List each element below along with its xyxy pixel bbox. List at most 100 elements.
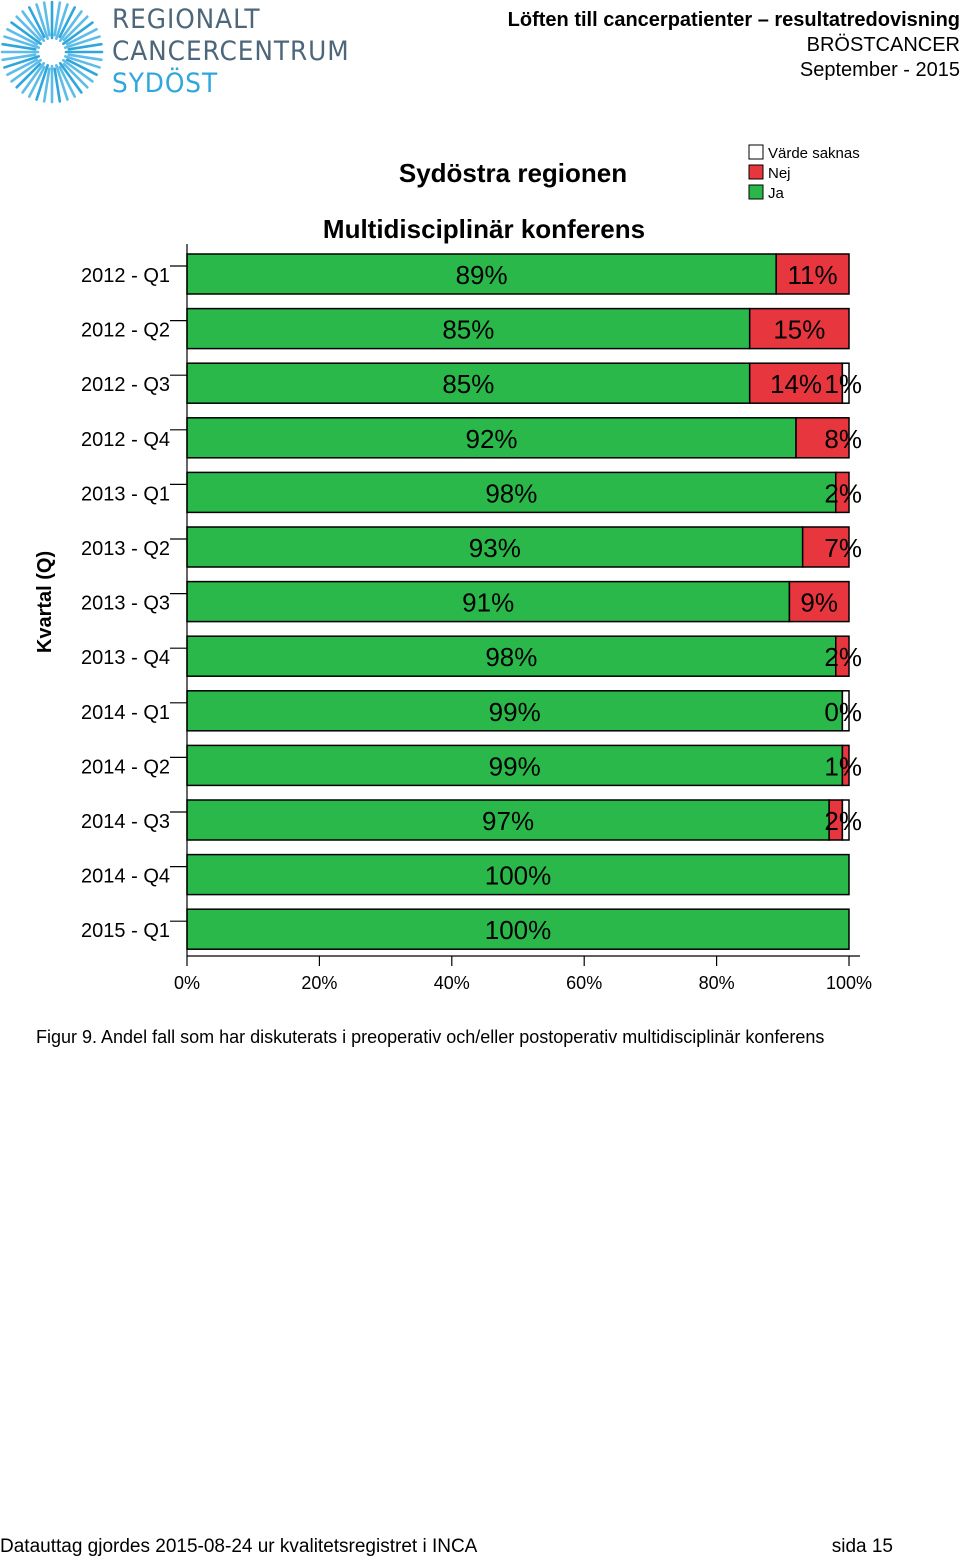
header-date: September - 2015 bbox=[799, 59, 960, 81]
x-tick-label-3: 60% bbox=[566, 973, 602, 993]
data-label-nej-4: 2% bbox=[824, 478, 862, 508]
data-label-nej-9: 1% bbox=[824, 751, 862, 781]
page-header: Löften till cancerpatienter – resultatre… bbox=[508, 8, 960, 83]
logo-ray bbox=[67, 53, 103, 62]
bar-ja-3 bbox=[186, 417, 797, 459]
bar-ja-5 bbox=[186, 526, 804, 568]
stacked-bar-chart: Sydöstra regionen Multidisciplinär konfe… bbox=[34, 144, 872, 993]
bar-nej-4 bbox=[835, 471, 850, 514]
logo-ray bbox=[64, 35, 101, 49]
bar-nej-9 bbox=[841, 744, 850, 787]
logo-ray bbox=[15, 15, 42, 42]
logo-ray bbox=[62, 62, 89, 89]
data-label-ja-12: 100% bbox=[485, 915, 552, 945]
logo-ray bbox=[53, 1, 62, 37]
footer-page-number: sida 15 bbox=[831, 1536, 893, 1557]
logo-ray bbox=[28, 6, 46, 39]
data-label-ja-1: 85% bbox=[442, 315, 494, 345]
logo-ray bbox=[58, 62, 83, 94]
y-tick-label-5: 2013 - Q2 bbox=[81, 538, 170, 560]
y-tick-label-8: 2014 - Q1 bbox=[81, 702, 170, 724]
sunburst-logo-icon bbox=[0, 0, 104, 104]
x-tick-label-5: 100% bbox=[826, 973, 872, 993]
logo-ray bbox=[42, 1, 51, 37]
bar-missing-10 bbox=[841, 799, 850, 841]
logo-ray bbox=[21, 62, 46, 94]
bar-nej-3 bbox=[795, 417, 850, 459]
logo-ray bbox=[58, 65, 76, 98]
logo-ray bbox=[6, 28, 39, 46]
x-tick-label-0: 0% bbox=[174, 973, 200, 993]
logo-ray bbox=[62, 21, 94, 46]
x-tick-label-1: 20% bbox=[301, 973, 337, 993]
data-label-ja-0: 89% bbox=[456, 260, 508, 290]
logo-ray bbox=[65, 58, 98, 76]
legend-label-2: Ja bbox=[768, 185, 785, 202]
legend-swatch-1 bbox=[748, 164, 764, 180]
footer-source: Datauttag gjordes 2015-08-24 ur kvalitet… bbox=[0, 1536, 478, 1557]
logo-ray bbox=[10, 58, 42, 83]
data-label-ja-4: 98% bbox=[485, 478, 537, 508]
logo-ray bbox=[53, 67, 62, 103]
logo-ray bbox=[62, 58, 94, 83]
legend-label-0: Värde saknas bbox=[768, 145, 860, 162]
bar-ja-12 bbox=[186, 908, 850, 950]
header-subtitle: BRÖSTCANCER bbox=[806, 34, 960, 56]
logo-ray bbox=[1, 53, 37, 62]
logo-ray bbox=[55, 3, 69, 40]
logo-ray bbox=[28, 65, 46, 98]
bar-ja-0 bbox=[186, 253, 777, 295]
chart-bars: 89% 11%85% 15%85% 14% 1%92% 8%98% 2%93% 7%91% 9%… bbox=[186, 253, 862, 950]
y-tick-label-9: 2014 - Q2 bbox=[81, 756, 170, 778]
chart-legend: Värde saknas Nej Ja bbox=[748, 144, 860, 202]
logo-ray bbox=[64, 55, 101, 69]
logo-ray bbox=[1, 42, 37, 51]
data-label-nej-10: 2% bbox=[824, 806, 862, 836]
data-label-nej-3: 8% bbox=[824, 424, 862, 454]
logo-ray bbox=[35, 3, 49, 40]
data-label-nej-7: 2% bbox=[824, 642, 862, 672]
logo-ray bbox=[58, 10, 83, 42]
bar-ja-9 bbox=[186, 744, 844, 787]
logo-line-3: SYDÖST bbox=[112, 68, 219, 99]
data-label-missing-2: 1% bbox=[824, 369, 862, 399]
logo-ray bbox=[10, 21, 42, 46]
y-axis-label: Kvartal (Q) bbox=[34, 551, 56, 653]
bar-missing-8 bbox=[841, 690, 850, 732]
logo: REGIONALT CANCERCENTRUM SYDÖST bbox=[0, 0, 349, 110]
y-tick-label-12: 2015 - Q1 bbox=[81, 920, 170, 942]
data-label-nej-6: 9% bbox=[800, 588, 838, 618]
header-title: Löften till cancerpatienter – resultatre… bbox=[507, 9, 960, 31]
chart-subtitle: Multidisciplinär konferens bbox=[323, 214, 645, 244]
logo-ray bbox=[62, 15, 89, 42]
data-label-nej-1: 15% bbox=[773, 315, 825, 345]
y-tick-label-0: 2012 - Q1 bbox=[81, 265, 170, 287]
data-label-ja-7: 98% bbox=[485, 642, 537, 672]
bar-nej-7 bbox=[835, 635, 850, 677]
logo-ray bbox=[67, 42, 103, 51]
bar-ja-4 bbox=[186, 471, 837, 514]
data-label-ja-9: 99% bbox=[489, 751, 541, 781]
data-label-ja-8: 99% bbox=[489, 697, 541, 727]
logo-ray bbox=[21, 10, 46, 42]
logo-ray bbox=[55, 64, 69, 101]
logo-ray bbox=[58, 6, 76, 39]
logo-ray bbox=[6, 58, 39, 76]
y-tick-label-1: 2012 - Q2 bbox=[81, 320, 170, 342]
y-tick-label-3: 2012 - Q4 bbox=[81, 429, 170, 451]
legend-swatch-2 bbox=[748, 184, 764, 200]
legend-swatch-0 bbox=[748, 144, 764, 160]
y-tick-label-11: 2014 - Q4 bbox=[81, 866, 170, 888]
data-label-nej-2: 14% bbox=[770, 369, 822, 399]
y-tick-label-6: 2013 - Q3 bbox=[81, 593, 170, 615]
data-label-ja-6: 91% bbox=[462, 588, 514, 618]
bar-nej-6 bbox=[788, 580, 850, 623]
data-label-ja-3: 92% bbox=[465, 424, 517, 454]
logo-ray bbox=[3, 35, 40, 49]
chart-title: Sydöstra regionen bbox=[399, 158, 627, 188]
bar-nej-5 bbox=[801, 526, 850, 568]
data-label-nej-5: 7% bbox=[824, 533, 862, 563]
data-label-ja-10: 97% bbox=[482, 806, 534, 836]
bar-nej-1 bbox=[748, 307, 850, 350]
x-tick-label-4: 80% bbox=[699, 973, 735, 993]
